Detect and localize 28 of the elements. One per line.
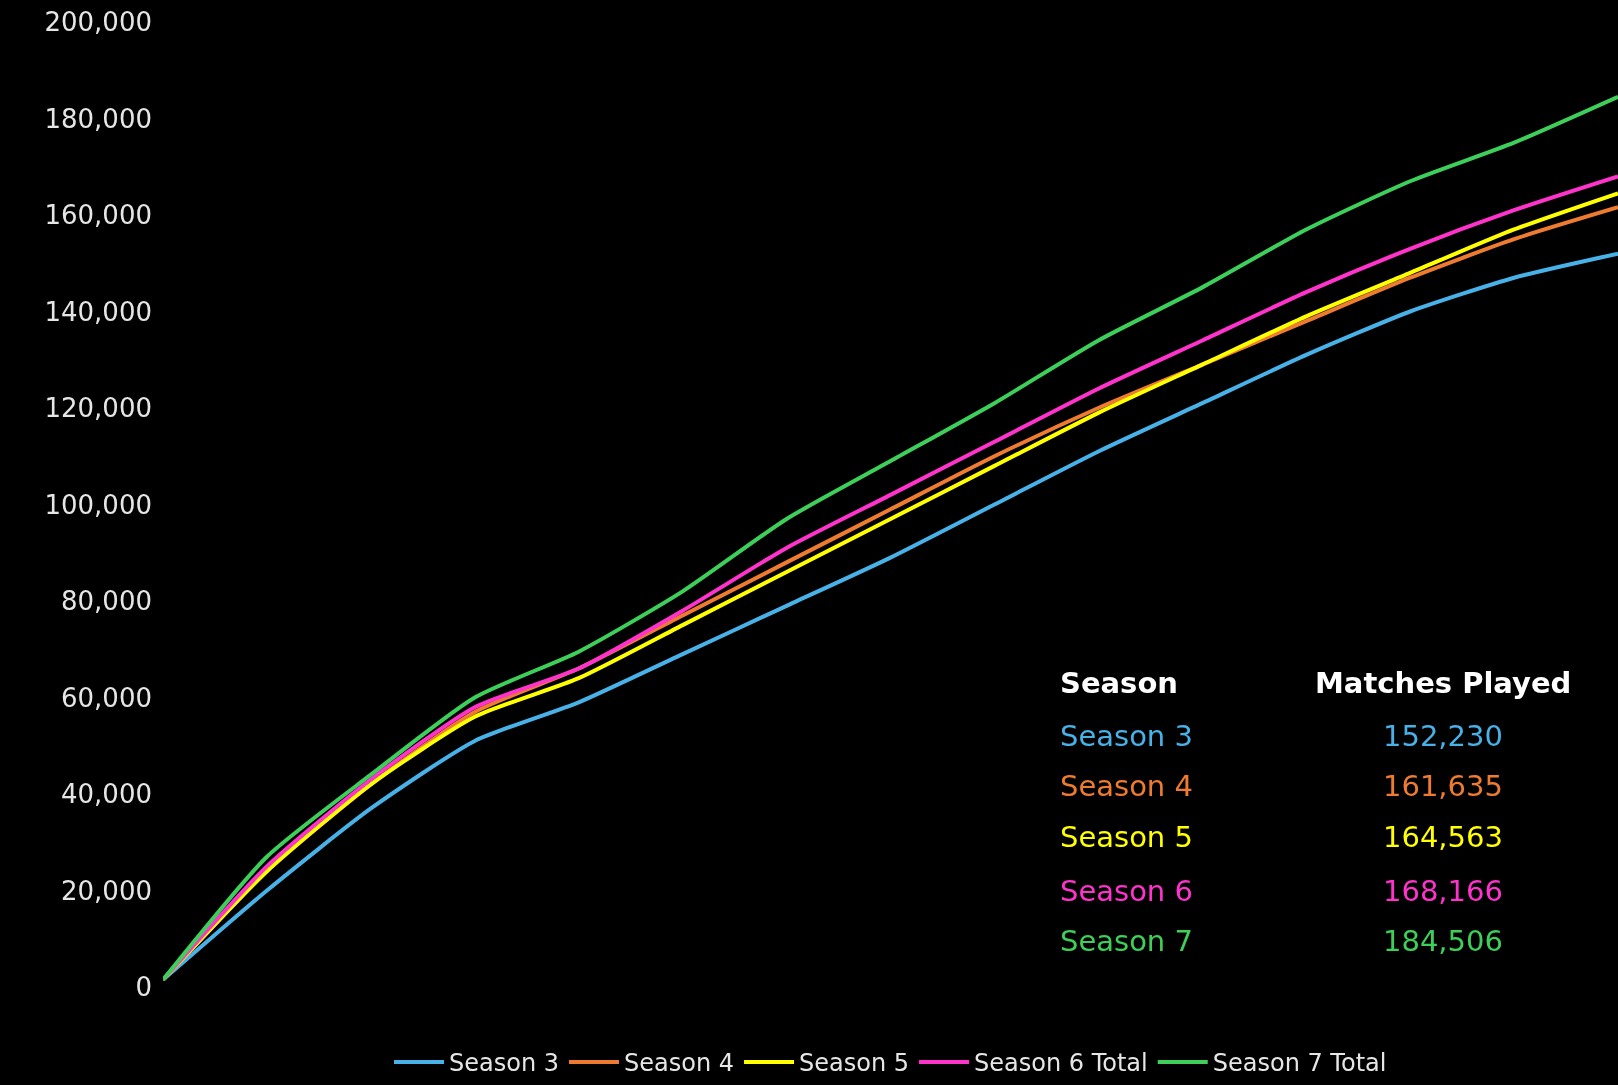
annotation: Season 3 [1060,719,1193,753]
annotation: Season 6 [1060,874,1193,908]
y-tick-label: 80,000 [61,586,152,617]
y-tick-label: 120,000 [44,393,152,424]
annotation: 164,563 [1383,820,1503,854]
y-tick-label: 200,000 [44,7,152,38]
legend-label: Season 3 [449,1049,560,1078]
annotation: Matches Played [1315,666,1572,700]
y-tick-label: 140,000 [44,296,152,327]
annotation: 152,230 [1383,719,1503,753]
annotation: 184,506 [1383,924,1503,958]
y-tick-label: 0 [135,972,152,1003]
annotation: Season 5 [1060,820,1193,854]
legend-label: Season 7 Total [1212,1049,1387,1078]
y-tick-label: 180,000 [44,103,152,134]
y-tick-label: 60,000 [61,682,152,713]
legend-label: Season 4 [624,1049,735,1078]
y-tick-label: 20,000 [61,875,152,906]
y-tick-label: 160,000 [44,200,152,231]
y-tick-label: 100,000 [44,489,152,520]
legend-label: Season 5 [799,1049,910,1078]
legend-label: Season 6 Total [974,1049,1148,1078]
annotation: Season 4 [1060,769,1193,803]
y-tick-label: 40,000 [61,779,152,810]
annotation: 168,166 [1383,874,1503,908]
annotation: Season 7 [1060,924,1193,958]
annotation: Season [1060,666,1178,700]
annotation: 161,635 [1383,769,1503,803]
